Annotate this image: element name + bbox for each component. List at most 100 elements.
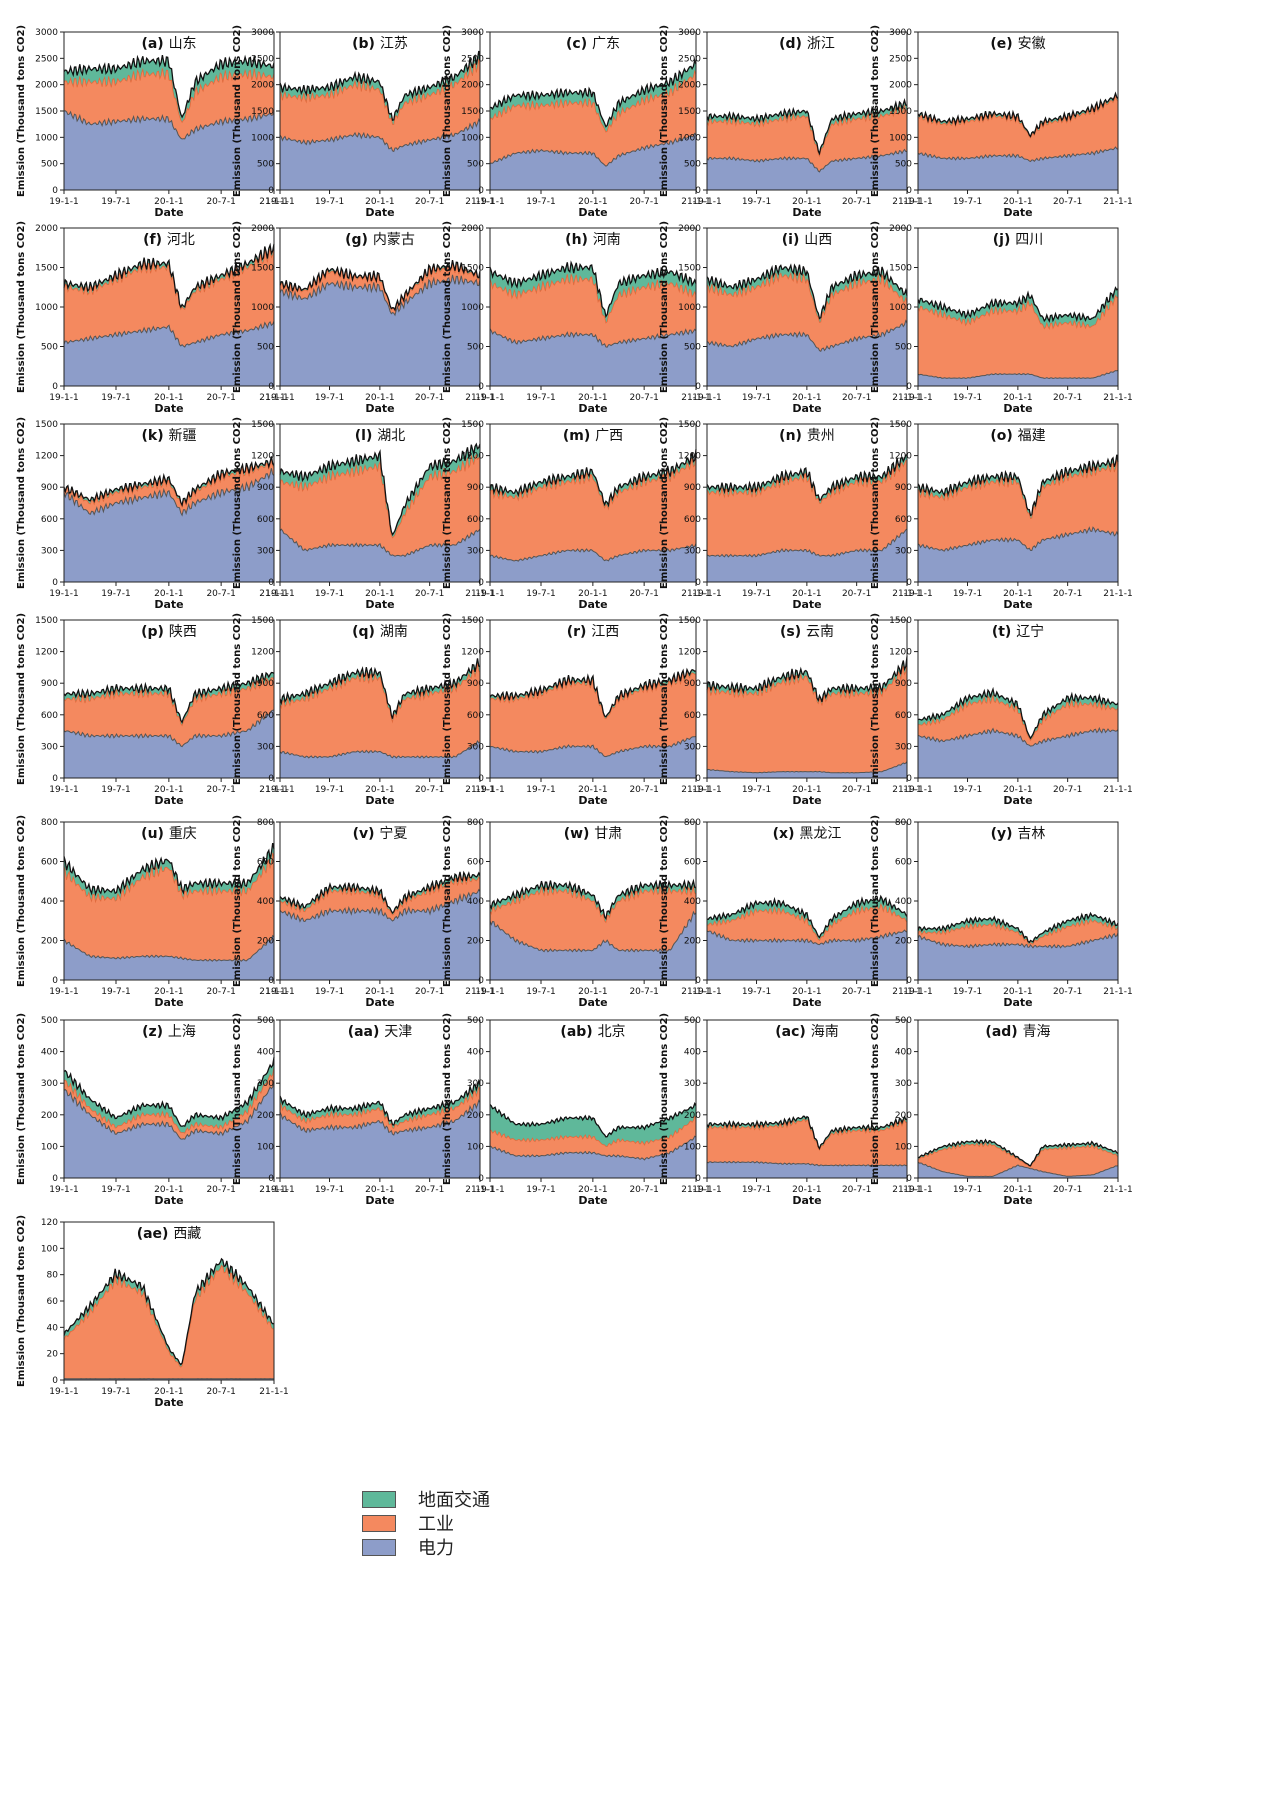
y-tick-label: 2000	[889, 81, 912, 91]
panel-title: (z) 上海	[142, 1024, 196, 1040]
y-tick-label: 300	[895, 1079, 912, 1089]
power-area	[280, 889, 480, 980]
x-tick-label: 21-1-1	[681, 987, 710, 997]
x-tick-label: 21-1-1	[259, 1185, 288, 1195]
panel-title-label: (b)	[352, 36, 380, 52]
x-tick-label: 20-7-1	[1053, 197, 1082, 207]
panel-title: (a) 山东	[141, 36, 196, 52]
industry-area	[918, 295, 1118, 379]
x-tick-label: 20-1-1	[578, 785, 607, 795]
y-tick-label: 1200	[678, 452, 701, 462]
industry-area	[707, 661, 907, 773]
power-line	[917, 1161, 1119, 1178]
x-tick-label: 21-1-1	[681, 1185, 710, 1195]
panel-title: (ac) 海南	[775, 1024, 838, 1040]
x-tick-label: 19-1-1	[49, 785, 78, 795]
y-tick-label: 2500	[889, 54, 912, 64]
panel-title-label: (m)	[563, 428, 595, 444]
y-tick-label: 300	[684, 742, 701, 752]
panel-19: 0 300 600 900 1200 1500 19-1-1 19-7-1 20-1-1 20-7…	[659, 613, 922, 807]
y-tick-label: 1500	[35, 107, 58, 117]
y-tick-label: 800	[684, 818, 701, 828]
x-axis-label: Date	[154, 402, 183, 415]
y-tick-label: 0	[52, 1174, 58, 1184]
x-tick-label: 20-1-1	[792, 987, 821, 997]
y-tick-label: 400	[467, 1048, 484, 1058]
x-tick-label: 21-1-1	[681, 197, 710, 207]
panel-26: 0 100 200 300 400 500 19-1-1 19-7-1 20-1-1 20-7-1…	[16, 1013, 289, 1207]
y-tick-label: 0	[906, 1174, 912, 1184]
panel-title-name: 上海	[168, 1024, 196, 1040]
x-tick-label: 19-7-1	[315, 393, 344, 403]
x-tick-label: 19-7-1	[315, 1185, 344, 1195]
x-tick-label: 20-1-1	[578, 589, 607, 599]
panel-27: 0 100 200 300 400 500 19-1-1 19-7-1 20-1-1 20-7-1…	[232, 1013, 495, 1207]
y-tick-label: 500	[684, 1016, 701, 1026]
y-tick-label: 0	[478, 1174, 484, 1184]
y-tick-label: 1500	[251, 616, 274, 626]
x-tick-label: 19-7-1	[101, 785, 130, 795]
x-tick-label: 20-1-1	[578, 393, 607, 403]
x-axis-label: Date	[578, 1194, 607, 1207]
x-tick-label: 19-1-1	[692, 1185, 721, 1195]
panel-10: 0 500 1000 1500 2000 19-1-1 19-7-1 20-1-1 20-7-1…	[870, 221, 1133, 415]
panel-title-name: 广东	[592, 36, 620, 52]
power-area	[707, 761, 907, 778]
x-tick-label: 20-1-1	[365, 393, 394, 403]
y-tick-label: 0	[478, 186, 484, 196]
panel-title: (x) 黑龙江	[773, 826, 842, 842]
x-tick-label: 20-1-1	[792, 393, 821, 403]
y-tick-label: 0	[906, 578, 912, 588]
y-axis-label: Emission (Thousand tons CO2)	[442, 1013, 453, 1185]
industry-area	[918, 1142, 1118, 1177]
x-tick-label: 20-7-1	[206, 197, 235, 207]
y-tick-label: 1000	[678, 303, 701, 313]
x-tick-label: 19-1-1	[475, 589, 504, 599]
y-tick-label: 800	[467, 818, 484, 828]
x-tick-label: 19-1-1	[903, 197, 932, 207]
y-tick-label: 200	[895, 1111, 912, 1121]
legend-item-power: 电力	[362, 1535, 490, 1559]
y-tick-label: 600	[467, 711, 484, 721]
transport-area	[64, 843, 274, 902]
y-tick-label: 100	[257, 1142, 274, 1152]
y-tick-label: 300	[467, 546, 484, 556]
y-tick-label: 600	[895, 711, 912, 721]
x-tick-label: 21-1-1	[681, 393, 710, 403]
y-tick-label: 2000	[678, 81, 701, 91]
transport-area	[280, 51, 480, 125]
panel-title-label: (d)	[779, 36, 807, 52]
panel-1: 0 500 1000 1500 2000 2500 3000 19-1-1 19-7-1 20-1…	[16, 25, 289, 219]
panel-title: (g) 内蒙古	[345, 232, 415, 248]
industry-area	[280, 58, 480, 152]
y-tick-label: 500	[467, 1016, 484, 1026]
y-axis-label: Emission (Thousand tons CO2)	[232, 25, 243, 197]
industry-line	[917, 918, 1119, 945]
transport-area	[707, 454, 907, 504]
panel-title: (u) 重庆	[141, 826, 197, 842]
y-tick-label: 1000	[678, 133, 701, 143]
industry-line	[706, 903, 908, 942]
legend-item-transport: 地面交通	[362, 1487, 490, 1511]
total-line	[279, 259, 481, 312]
y-tick-label: 0	[906, 186, 912, 196]
power-line	[489, 1135, 697, 1161]
legend-swatch-transport	[362, 1490, 396, 1508]
x-tick-label: 19-7-1	[315, 987, 344, 997]
y-tick-label: 1500	[35, 264, 58, 274]
panel-title-label: (z)	[142, 1024, 168, 1040]
industry-area	[707, 105, 907, 172]
x-axis-label: Date	[792, 402, 821, 415]
y-tick-label: 2000	[889, 224, 912, 234]
x-tick-label: 19-1-1	[265, 589, 294, 599]
y-axis-label: Emission (Thousand tons CO2)	[659, 1013, 670, 1185]
y-tick-label: 400	[41, 1048, 58, 1058]
power-line	[63, 934, 275, 962]
power-line	[279, 274, 481, 317]
panel-title-label: (y)	[991, 826, 1018, 842]
x-tick-label: 21-1-1	[1103, 589, 1132, 599]
y-axis-label: Emission (Thousand tons CO2)	[442, 25, 453, 197]
x-tick-label: 19-7-1	[101, 1387, 130, 1397]
panel-title: (j) 四川	[993, 232, 1043, 248]
